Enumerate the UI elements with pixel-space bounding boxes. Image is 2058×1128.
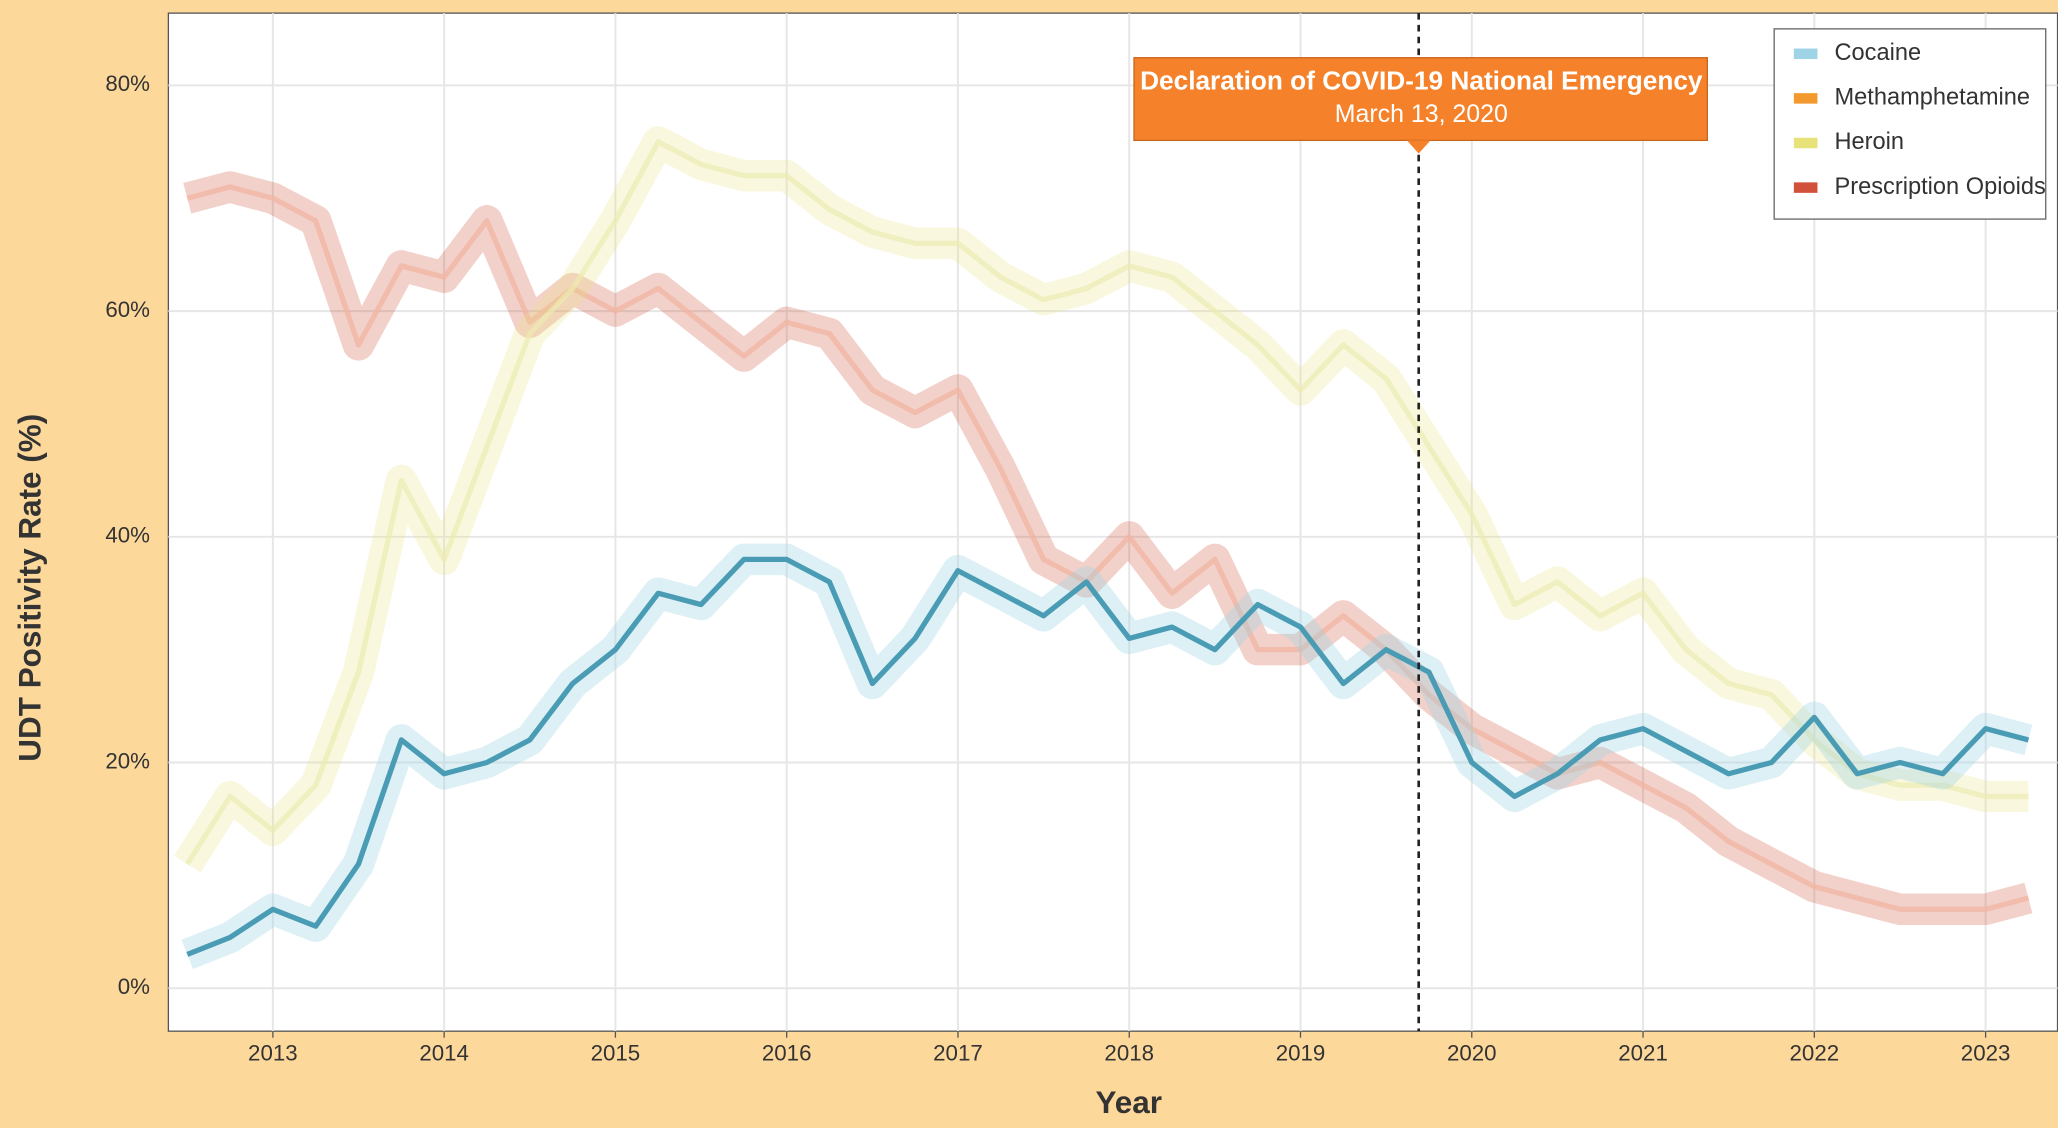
annotation: Declaration of COVID-19 National Emergen…	[1133, 13, 1708, 1032]
grid: 0% 20% 40% 60% 80% 2013 2014 2015 2016 2017 2018 20…	[105, 13, 2058, 1066]
annotation-date: March 13, 2020	[1335, 100, 1508, 128]
x-tick-label: 2020	[1447, 1041, 1497, 1066]
legend-label: Cocaine	[1835, 40, 1922, 66]
annotation-pointer	[1406, 140, 1431, 154]
y-tick-label: 80%	[105, 71, 150, 96]
x-tick-label: 2016	[762, 1041, 812, 1066]
legend-swatch	[1793, 182, 1818, 193]
line	[186, 556, 2030, 957]
x-tick-label: 2017	[933, 1041, 983, 1066]
x-axis-label: Year	[1095, 1085, 1162, 1120]
x-tick-label: 2022	[1790, 1041, 1840, 1066]
legend-label: Heroin	[1835, 129, 1905, 155]
legend-swatch	[1793, 137, 1818, 149]
legend: Cocaine Methamphetamine Heroin Prescription…	[1773, 28, 2047, 220]
x-tick-label: 2019	[1276, 1041, 1326, 1066]
x-tick-label: 2023	[1961, 1041, 2011, 1066]
marks	[173, 126, 2033, 970]
x-tick-label: 2014	[419, 1041, 469, 1066]
line	[185, 139, 2029, 866]
annotation-box	[1133, 57, 1708, 142]
legend-swatch	[1793, 93, 1818, 104]
y-tick-label: 0%	[118, 974, 150, 999]
y-axis-label: UDT Positivity Rate (%)	[12, 414, 47, 762]
plot-area	[167, 12, 2058, 1032]
annotation-title: Declaration of COVID-19 National Emergen…	[1140, 66, 1703, 96]
y-tick-label: 40%	[105, 523, 150, 548]
x-tick-label: 2018	[1104, 1041, 1154, 1066]
line	[186, 184, 2030, 912]
legend-box	[1773, 28, 2047, 220]
y-tick-label: 60%	[105, 297, 150, 322]
x-tick-label: 2013	[248, 1041, 298, 1066]
legend-label: Prescription Opioids	[1835, 174, 2046, 200]
y-tick-label: 20%	[105, 748, 150, 773]
x-tick-label: 2015	[591, 1041, 641, 1066]
x-tick-label: 2021	[1618, 1041, 1668, 1066]
legend-swatch	[1793, 48, 1818, 60]
legend-label: Methamphetamine	[1835, 85, 2031, 111]
